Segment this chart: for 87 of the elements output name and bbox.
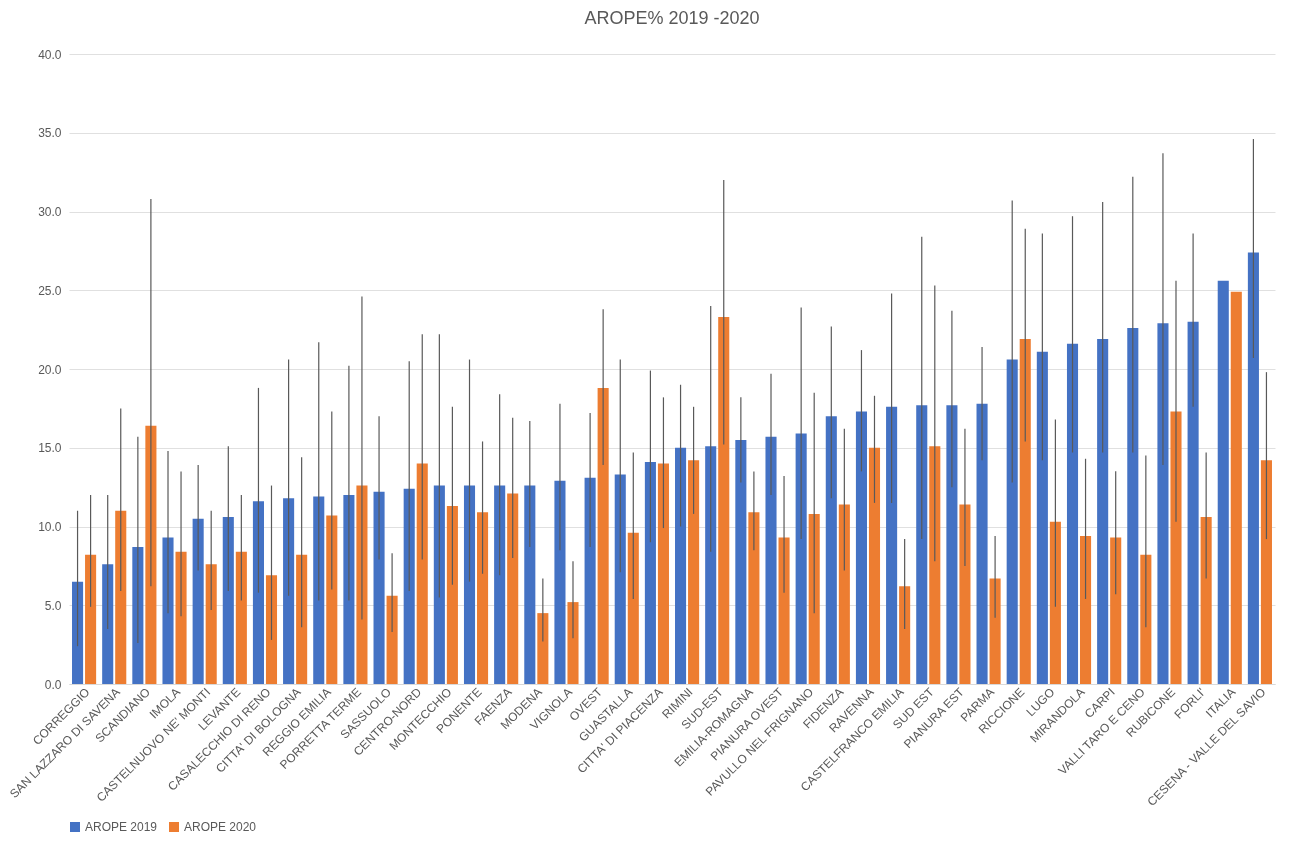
bar (507, 493, 519, 684)
bar (989, 578, 1001, 684)
bar (1097, 339, 1109, 684)
bar (688, 460, 700, 684)
y-tick-label: 5.0 (44, 598, 62, 613)
y-tick-label: 0.0 (44, 677, 62, 692)
chart-title: AROPE% 2019 -2020 (584, 8, 760, 28)
bar (765, 436, 777, 684)
bar (537, 613, 549, 684)
bar (1036, 351, 1048, 684)
bar (1200, 517, 1212, 684)
bar (192, 518, 204, 684)
bar (416, 463, 428, 684)
bar (855, 411, 867, 684)
bar (373, 491, 385, 684)
legend-label: AROPE 2020 (184, 820, 257, 834)
bar (102, 564, 114, 684)
bar (838, 504, 850, 684)
y-tick-label: 30.0 (38, 205, 62, 219)
bar (597, 387, 609, 684)
bar (627, 532, 639, 684)
bar (1049, 521, 1061, 684)
bar (1187, 321, 1199, 684)
bar (326, 515, 338, 684)
bar (946, 405, 958, 684)
y-tick-label: 10.0 (38, 520, 62, 534)
bar (1006, 359, 1018, 684)
bar (748, 512, 760, 684)
bar (584, 477, 596, 684)
bar (162, 537, 174, 684)
y-tick-label: 20.0 (38, 362, 62, 377)
bar (735, 439, 747, 684)
bar (1230, 291, 1242, 684)
bar (929, 446, 941, 684)
bar (115, 510, 127, 684)
bar (72, 581, 84, 684)
bar (1260, 460, 1272, 684)
bar (1080, 535, 1092, 684)
bar (1019, 339, 1031, 684)
bar (524, 485, 536, 684)
bar (1170, 411, 1182, 684)
bar (235, 551, 247, 684)
bar (283, 498, 295, 684)
bar (222, 517, 234, 684)
legend-label: AROPE 2019 (85, 820, 158, 834)
bar (477, 512, 489, 684)
bar (175, 551, 187, 684)
bar (795, 433, 807, 684)
bar (296, 554, 308, 684)
bar (644, 461, 656, 684)
bar (446, 506, 458, 684)
bar (675, 447, 687, 684)
bar (567, 602, 579, 684)
bar (886, 406, 898, 684)
bar (554, 480, 566, 684)
bar (1247, 252, 1259, 684)
bar (403, 488, 415, 684)
bar (494, 485, 506, 684)
bar (825, 416, 837, 684)
bar (718, 317, 730, 684)
bar (614, 474, 626, 684)
bar (463, 485, 476, 684)
bar (85, 554, 97, 684)
bar (778, 537, 790, 684)
y-tick-label: 25.0 (38, 283, 62, 298)
bar (976, 403, 988, 684)
bar (252, 501, 264, 684)
bar (959, 504, 971, 684)
bar (868, 447, 881, 684)
bar (1127, 328, 1139, 684)
y-tick-label: 35.0 (38, 126, 62, 141)
bar (1066, 343, 1079, 684)
y-tick-label: 40.0 (38, 47, 62, 62)
bar (1217, 280, 1229, 684)
bar (657, 463, 669, 684)
bar (899, 586, 911, 684)
bar (1110, 537, 1122, 684)
bar (1140, 554, 1152, 684)
bar (433, 485, 445, 684)
y-tick-label: 15.0 (38, 441, 62, 456)
bar (313, 496, 325, 684)
bar (1157, 323, 1169, 684)
bar (705, 446, 717, 684)
bar (916, 405, 928, 684)
bar (808, 513, 820, 684)
bar (205, 564, 217, 684)
bar (386, 595, 398, 684)
